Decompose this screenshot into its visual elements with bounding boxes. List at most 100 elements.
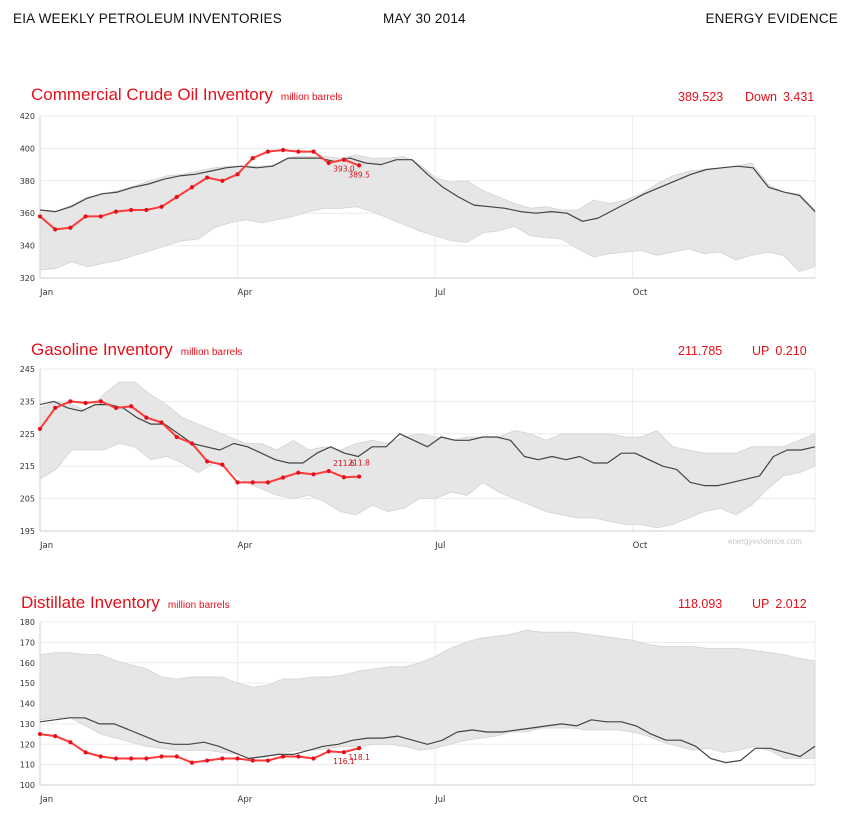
crude-data-label: 393.0 xyxy=(333,165,355,174)
distillate-2014-point xyxy=(341,750,347,755)
gasoline-2014-point xyxy=(341,475,347,480)
crude-2014-point xyxy=(53,227,58,232)
distillate-2014-point xyxy=(205,758,210,763)
distillate-ytick-label: 130 xyxy=(20,720,35,729)
distillate-2014-point xyxy=(98,754,103,759)
gasoline-change-direction: UP xyxy=(752,344,770,358)
crude-ytick-label: 340 xyxy=(20,242,35,251)
gasoline-weekly-change: UP 0.210 xyxy=(752,344,807,358)
distillate-2014-point xyxy=(265,758,271,763)
crude-2014-point xyxy=(37,214,43,219)
distillate-weekly-change: UP 2.012 xyxy=(752,597,807,611)
gasoline-2014-point xyxy=(265,480,271,485)
gasoline-xtick-label: Oct xyxy=(633,541,648,551)
crude-ytick-label: 360 xyxy=(20,209,35,218)
crude-2014-point xyxy=(250,156,255,161)
distillate-2014-point xyxy=(53,734,58,739)
crude-chart-title: Commercial Crude Oil Inventory million ba… xyxy=(31,85,343,105)
distillate-ytick-label: 170 xyxy=(20,638,35,647)
report-title: EIA WEEKLY PETROLEUM INVENTORIES xyxy=(13,11,282,26)
gasoline-xtick-label: Jan xyxy=(39,541,53,551)
crude-weekly-change: Down 3.431 xyxy=(745,90,814,104)
gasoline-ytick-label: 235 xyxy=(20,397,35,406)
crude-historical-range-band xyxy=(39,154,816,272)
crude-2014-point xyxy=(205,175,210,180)
distillate-2014-point xyxy=(83,750,88,755)
distillate-average-line xyxy=(39,717,816,764)
gasoline-historical-range-band xyxy=(39,381,816,529)
crude-2014-point xyxy=(296,149,301,154)
distillate-ytick-label: 140 xyxy=(20,700,35,709)
gasoline-data-label: 211.8 xyxy=(348,459,370,468)
gasoline-2014-point xyxy=(250,480,255,485)
crude-2014-line xyxy=(39,149,360,231)
distillate-2014-point xyxy=(357,746,362,751)
distillate-change-direction: UP xyxy=(752,597,770,611)
distillate-2014-point xyxy=(144,756,149,761)
report-date: MAY 30 2014 xyxy=(383,11,466,26)
crude-2014-point xyxy=(311,149,316,154)
crude-2014-point xyxy=(83,214,88,219)
gasoline-2014-point xyxy=(37,426,43,432)
distillate-historical-range-band xyxy=(39,629,816,759)
distillate-2014-point xyxy=(235,756,240,761)
gasoline-2014-point xyxy=(83,400,88,406)
gasoline-xtick-label: Jul xyxy=(434,541,445,551)
crude-2014-point xyxy=(341,157,347,162)
crude-ytick-label: 400 xyxy=(20,144,35,153)
crude-2014-point xyxy=(159,204,164,209)
distillate-unit-label: million barrels xyxy=(167,600,230,611)
crude-2014-point xyxy=(189,185,195,190)
gasoline-2014-point xyxy=(68,399,73,404)
crude-unit-label: million barrels xyxy=(280,92,343,103)
distillate-xtick-label: Oct xyxy=(633,795,648,805)
crude-data-label: 389.5 xyxy=(348,170,370,179)
crude-2014-point xyxy=(113,209,119,214)
crude-ytick-label: 380 xyxy=(20,177,35,186)
crude-2014-point xyxy=(357,163,362,168)
distillate-2014-point xyxy=(250,758,255,763)
distillate-data-label: 116.1 xyxy=(333,757,355,766)
crude-current-value: 389.523 xyxy=(678,90,724,104)
distillate-change-amount: 2.012 xyxy=(775,597,807,611)
gasoline-current-value: 211.785 xyxy=(678,344,723,358)
crude-change-direction: Down xyxy=(745,90,777,104)
gasoline-ytick-label: 245 xyxy=(20,365,35,374)
crude-xtick-label: Jan xyxy=(39,288,53,298)
distillate-ytick-label: 120 xyxy=(20,740,35,749)
crude-2014-point xyxy=(98,214,103,219)
gasoline-2014-point xyxy=(98,399,103,404)
gasoline-ytick-label: 225 xyxy=(20,430,35,439)
distillate-xtick-label: Jul xyxy=(434,795,445,805)
crude-2014-point xyxy=(129,207,134,213)
distillate-xtick-label: Apr xyxy=(238,795,253,805)
gasoline-average-line xyxy=(39,400,816,487)
watermark-text: energyevidence.com xyxy=(728,537,802,546)
gasoline-ytick-label: 195 xyxy=(20,527,35,536)
crude-title-text: Commercial Crude Oil Inventory xyxy=(31,85,273,104)
crude-ytick-label: 420 xyxy=(20,112,35,121)
distillate-2014-point xyxy=(37,731,43,737)
distillate-2014-line xyxy=(39,733,360,764)
gasoline-ytick-label: 205 xyxy=(20,495,35,504)
gasoline-2014-line xyxy=(39,400,360,484)
gasoline-2014-point xyxy=(296,470,301,475)
crude-2014-point xyxy=(220,178,225,183)
gasoline-2014-point xyxy=(174,434,179,440)
gasoline-chart-title: Gasoline Inventory million barrels xyxy=(31,340,242,360)
gasoline-2014-point xyxy=(311,472,316,477)
distillate-2014-point xyxy=(159,754,164,759)
distillate-chart-title: Distillate Inventory million barrels xyxy=(21,593,230,613)
gasoline-data-label: 211.6 xyxy=(333,459,355,468)
distillate-ytick-label: 150 xyxy=(20,679,35,688)
distillate-2014-point xyxy=(68,740,73,745)
gasoline-2014-point xyxy=(159,420,164,425)
gasoline-ytick-label: 215 xyxy=(20,462,35,471)
distillate-2014-point xyxy=(296,754,301,759)
distillate-current-value: 118.093 xyxy=(678,597,723,611)
gasoline-2014-point xyxy=(189,441,195,446)
crude-change-amount: 3.431 xyxy=(782,90,815,104)
